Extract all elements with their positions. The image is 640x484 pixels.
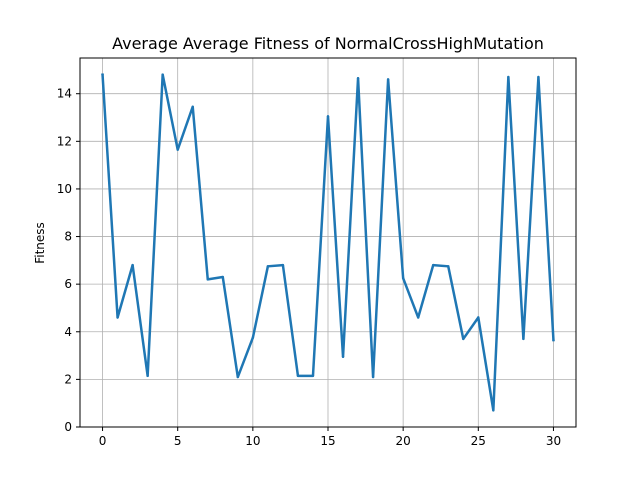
data-point bbox=[432, 263, 435, 267]
data-point bbox=[356, 77, 360, 80]
data-point bbox=[116, 316, 119, 319]
data-point bbox=[131, 263, 134, 267]
data-point bbox=[266, 265, 270, 268]
data-point bbox=[206, 278, 209, 281]
y-tick-label: 2 bbox=[64, 372, 72, 386]
data-point bbox=[281, 263, 285, 267]
data-point bbox=[236, 375, 240, 379]
data-point bbox=[507, 75, 510, 79]
data-point bbox=[311, 374, 315, 378]
series-layer bbox=[101, 73, 555, 412]
x-tick-label: 0 bbox=[99, 434, 107, 448]
data-point bbox=[326, 115, 330, 118]
data-point bbox=[552, 338, 555, 342]
y-tick-label: 4 bbox=[64, 325, 72, 339]
data-point bbox=[477, 316, 480, 319]
x-axis-ticks: 0 5 10 15 20 25 30 bbox=[99, 427, 561, 448]
y-tick-label: 8 bbox=[64, 230, 72, 244]
chart-title: Average Average Fitness of NormalCrossHi… bbox=[112, 34, 544, 53]
data-point bbox=[522, 337, 525, 341]
x-tick-label: 20 bbox=[396, 434, 411, 448]
data-point bbox=[251, 336, 255, 339]
data-point bbox=[176, 148, 179, 151]
data-point bbox=[537, 75, 540, 79]
y-tick-label: 14 bbox=[57, 87, 72, 101]
data-point bbox=[221, 275, 224, 279]
x-tick-label: 30 bbox=[546, 434, 561, 448]
data-point bbox=[371, 375, 375, 379]
x-tick-label: 5 bbox=[174, 434, 182, 448]
y-tick-label: 10 bbox=[57, 182, 72, 196]
y-axis-label: Fitness bbox=[33, 222, 47, 264]
data-point bbox=[161, 73, 164, 76]
y-tick-label: 0 bbox=[64, 420, 72, 434]
data-point bbox=[462, 337, 465, 341]
y-tick-label: 12 bbox=[57, 134, 72, 148]
data-point bbox=[341, 355, 345, 358]
data-point bbox=[447, 265, 450, 268]
data-point bbox=[416, 316, 420, 319]
x-tick-label: 10 bbox=[245, 434, 260, 448]
data-point bbox=[296, 374, 300, 378]
data-point bbox=[191, 105, 194, 109]
x-tick-label: 15 bbox=[320, 434, 335, 448]
data-point bbox=[386, 78, 390, 81]
y-axis-ticks: 0 2 4 6 8 10 12 14 bbox=[57, 87, 80, 434]
data-point bbox=[101, 73, 104, 76]
data-point bbox=[492, 409, 495, 412]
data-point bbox=[401, 277, 405, 280]
x-tick-label: 25 bbox=[471, 434, 486, 448]
y-tick-label: 6 bbox=[64, 277, 72, 291]
data-point bbox=[146, 374, 149, 378]
